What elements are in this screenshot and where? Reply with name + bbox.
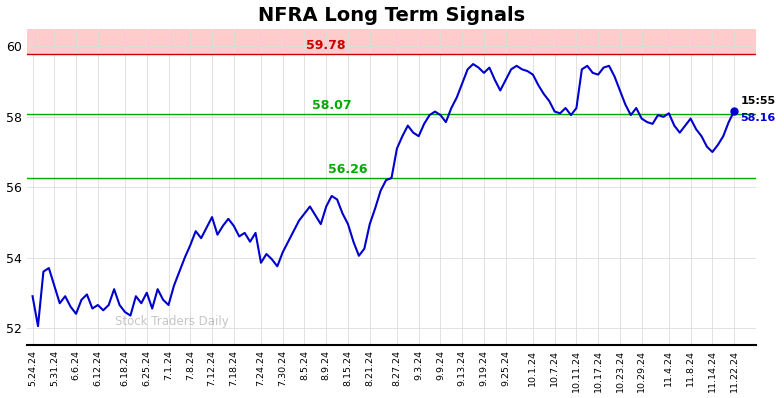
Bar [27, 29, 756, 54]
Text: 15:55: 15:55 [741, 96, 776, 105]
Text: Stock Traders Daily: Stock Traders Daily [114, 315, 228, 328]
Text: 58.16: 58.16 [741, 113, 776, 123]
Text: 56.26: 56.26 [328, 163, 368, 176]
Text: 59.78: 59.78 [307, 39, 346, 52]
Text: 58.07: 58.07 [312, 99, 351, 112]
Title: NFRA Long Term Signals: NFRA Long Term Signals [258, 6, 525, 25]
